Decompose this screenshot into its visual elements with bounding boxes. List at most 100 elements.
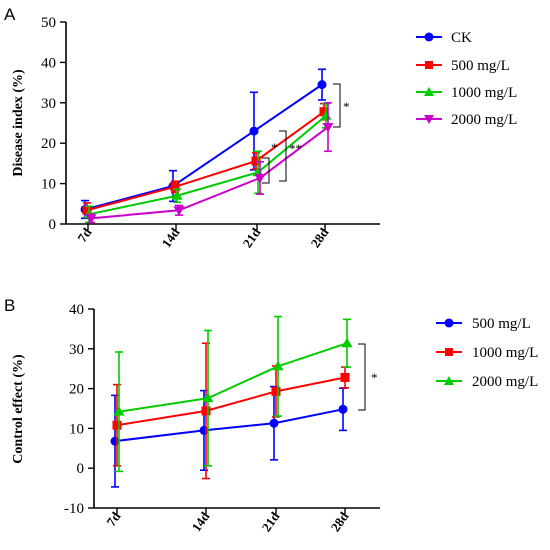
- panel-a-significance: * * **: [262, 83, 350, 184]
- panel-b: B Control effect (%) -10 0 10 20 30 40 7d 14d 2…: [4, 296, 538, 534]
- panel-a-series-500-mg-l: [82, 102, 329, 219]
- panel-a-legend: CK 500 mg/L 1000 mg/L 2000 mg/L: [416, 30, 517, 128]
- panel-b-series: [110, 315, 353, 488]
- panel-a-series-ck-point: [317, 80, 327, 90]
- panel-a-series-1000-mg-l-line: [88, 114, 327, 216]
- panel-a-series: [80, 68, 334, 224]
- circle-marker-icon: [444, 318, 454, 328]
- panel-b-y-tick-label: 40: [69, 302, 84, 318]
- panel-a-x-ticks: 7d 14d 21d 28d: [74, 224, 332, 250]
- panel-a-series-2000-mg-l: [85, 102, 334, 224]
- panel-b-sig-28d: *: [371, 370, 378, 385]
- panel-b-y-tick-label: -10: [64, 501, 84, 517]
- panel-b-x-tick-label: 14d: [189, 508, 213, 534]
- legend-label-1000: 1000 mg/L: [451, 85, 517, 101]
- panel-a-x-tick-label: 21d: [240, 224, 264, 250]
- panel-b-series-2000-mg-l-line: [118, 342, 348, 413]
- panel-b-x-ticks: 7d 14d 21d 28d: [103, 508, 352, 534]
- panel-a-sig-28d: *: [343, 99, 350, 114]
- panel-b-series-1000-mg-l: [112, 342, 350, 480]
- panel-b-series-2000-mg-l-point: [202, 392, 214, 403]
- panel-b-series-500-mg-l-point: [338, 404, 348, 414]
- panel-a-series-ck-point: [249, 126, 259, 136]
- panel-a-sig-21d-inner: *: [271, 140, 278, 155]
- panel-b-series-500-mg-l-point: [199, 425, 209, 435]
- panel-a-label: A: [4, 5, 16, 24]
- panel-a-y-ticks: 0 10 20 30 40 50: [41, 15, 66, 233]
- panel-b-series-2000-mg-l-point: [341, 337, 353, 348]
- panel-a-x-tick-label: 28d: [308, 224, 332, 250]
- panel-b-x-tick-label: 28d: [328, 508, 352, 534]
- legend-item-b-500: 500 mg/L: [436, 316, 531, 332]
- panel-b-series-500-mg-l: [110, 385, 348, 488]
- circle-marker-icon: [424, 32, 434, 42]
- triangle-up-marker-icon: [444, 376, 454, 385]
- panel-a-bracket-28d: [333, 83, 341, 128]
- panel-b-y-ticks: -10 0 10 20 30 40: [64, 302, 94, 517]
- panel-a-series-2000-mg-l-point: [173, 206, 185, 216]
- legend-item-b-1000: 1000 mg/L: [436, 345, 538, 361]
- legend-item-ck: CK: [416, 30, 472, 46]
- panel-a-y-axis-label: Disease index (%): [11, 69, 26, 177]
- panel-b-legend: 500 mg/L 1000 mg/L 2000 mg/L: [436, 316, 538, 390]
- panel-a-y-tick-label: 30: [41, 96, 56, 112]
- panel-b-series-500-mg-l-point: [269, 418, 279, 428]
- panel-b-x-tick-label: 21d: [259, 508, 283, 534]
- panel-a-series-2000-mg-l-point: [85, 214, 97, 224]
- legend-label-b-500: 500 mg/L: [472, 316, 531, 332]
- legend-label-ck: CK: [451, 30, 472, 46]
- panel-a-series-2000-mg-l-point: [254, 173, 266, 184]
- panel-b-series-500-mg-l-line: [114, 408, 344, 443]
- panel-b-series-2000-mg-l-point: [113, 406, 125, 416]
- panel-b-series-500-mg-l-point: [110, 436, 120, 446]
- legend-label-2000: 2000 mg/L: [451, 112, 517, 128]
- panel-b-series-1000-mg-l-line: [116, 376, 346, 427]
- square-marker-icon: [445, 348, 453, 356]
- panel-b-series-1000-mg-l-point: [340, 372, 350, 382]
- panel-b-series-1000-mg-l-point: [271, 386, 281, 396]
- panel-b-series-2000-mg-l: [113, 315, 353, 473]
- panel-a-y-tick-label: 0: [49, 217, 57, 233]
- panel-b-y-tick-label: 10: [69, 421, 84, 437]
- panel-a-y-tick-label: 40: [41, 55, 56, 71]
- legend-label-b-1000: 1000 mg/L: [472, 345, 538, 361]
- panel-a-y-tick-label: 20: [41, 136, 56, 152]
- panel-b-x-tick-label: 7d: [103, 508, 124, 528]
- square-marker-icon: [425, 61, 433, 69]
- panel-a-y-tick-label: 10: [41, 177, 56, 193]
- panel-b-series-2000-mg-l-point: [272, 360, 284, 371]
- panel-a-series-2000-mg-l-line: [90, 126, 329, 220]
- panel-a-series-500-mg-l-line: [86, 110, 325, 212]
- panel-b-y-tick-label: 30: [69, 342, 84, 358]
- panel-a-series-1000-mg-l-point: [171, 190, 183, 200]
- legend-item-2000: 2000 mg/L: [416, 112, 517, 128]
- panel-b-y-axis-label: Control effect (%): [11, 354, 26, 464]
- panel-b-bracket-28d: [358, 343, 366, 411]
- legend-item-b-2000: 2000 mg/L: [436, 374, 538, 390]
- legend-item-500: 500 mg/L: [416, 58, 510, 74]
- panel-b-series-1000-mg-l-point: [112, 420, 122, 430]
- panel-b-y-tick-label: 20: [69, 382, 84, 398]
- legend-item-1000: 1000 mg/L: [416, 85, 517, 101]
- panel-a-series-500-mg-l-point: [251, 156, 261, 166]
- panel-b-y-tick-label: 0: [77, 461, 85, 477]
- panel-a-bracket-21d-outer: [279, 130, 287, 182]
- panel-a-bracket-21d-inner: [262, 157, 270, 184]
- legend-label-500: 500 mg/L: [451, 58, 510, 74]
- panel-a-series-2000-mg-l-point: [322, 123, 334, 133]
- panel-b-significance: *: [358, 343, 378, 411]
- panel-a-series-500-mg-l-point: [82, 205, 92, 215]
- panel-a-x-tick-label: 7d: [74, 224, 95, 244]
- panel-b-label: B: [4, 296, 15, 315]
- triangle-down-marker-icon: [424, 115, 434, 124]
- panel-a-series-500-mg-l-point: [170, 182, 180, 192]
- panel-a-sig-21d-outer: **: [289, 141, 302, 156]
- panel-a-series-ck-line: [84, 83, 323, 211]
- panel-a-x-tick-label: 14d: [159, 224, 183, 250]
- panel-a-y-tick-label: 50: [41, 15, 56, 31]
- panel-b-series-1000-mg-l-point: [201, 406, 211, 416]
- triangle-up-marker-icon: [424, 87, 434, 96]
- panel-a-series-500-mg-l-point: [319, 107, 329, 117]
- legend-label-b-2000: 2000 mg/L: [472, 374, 538, 390]
